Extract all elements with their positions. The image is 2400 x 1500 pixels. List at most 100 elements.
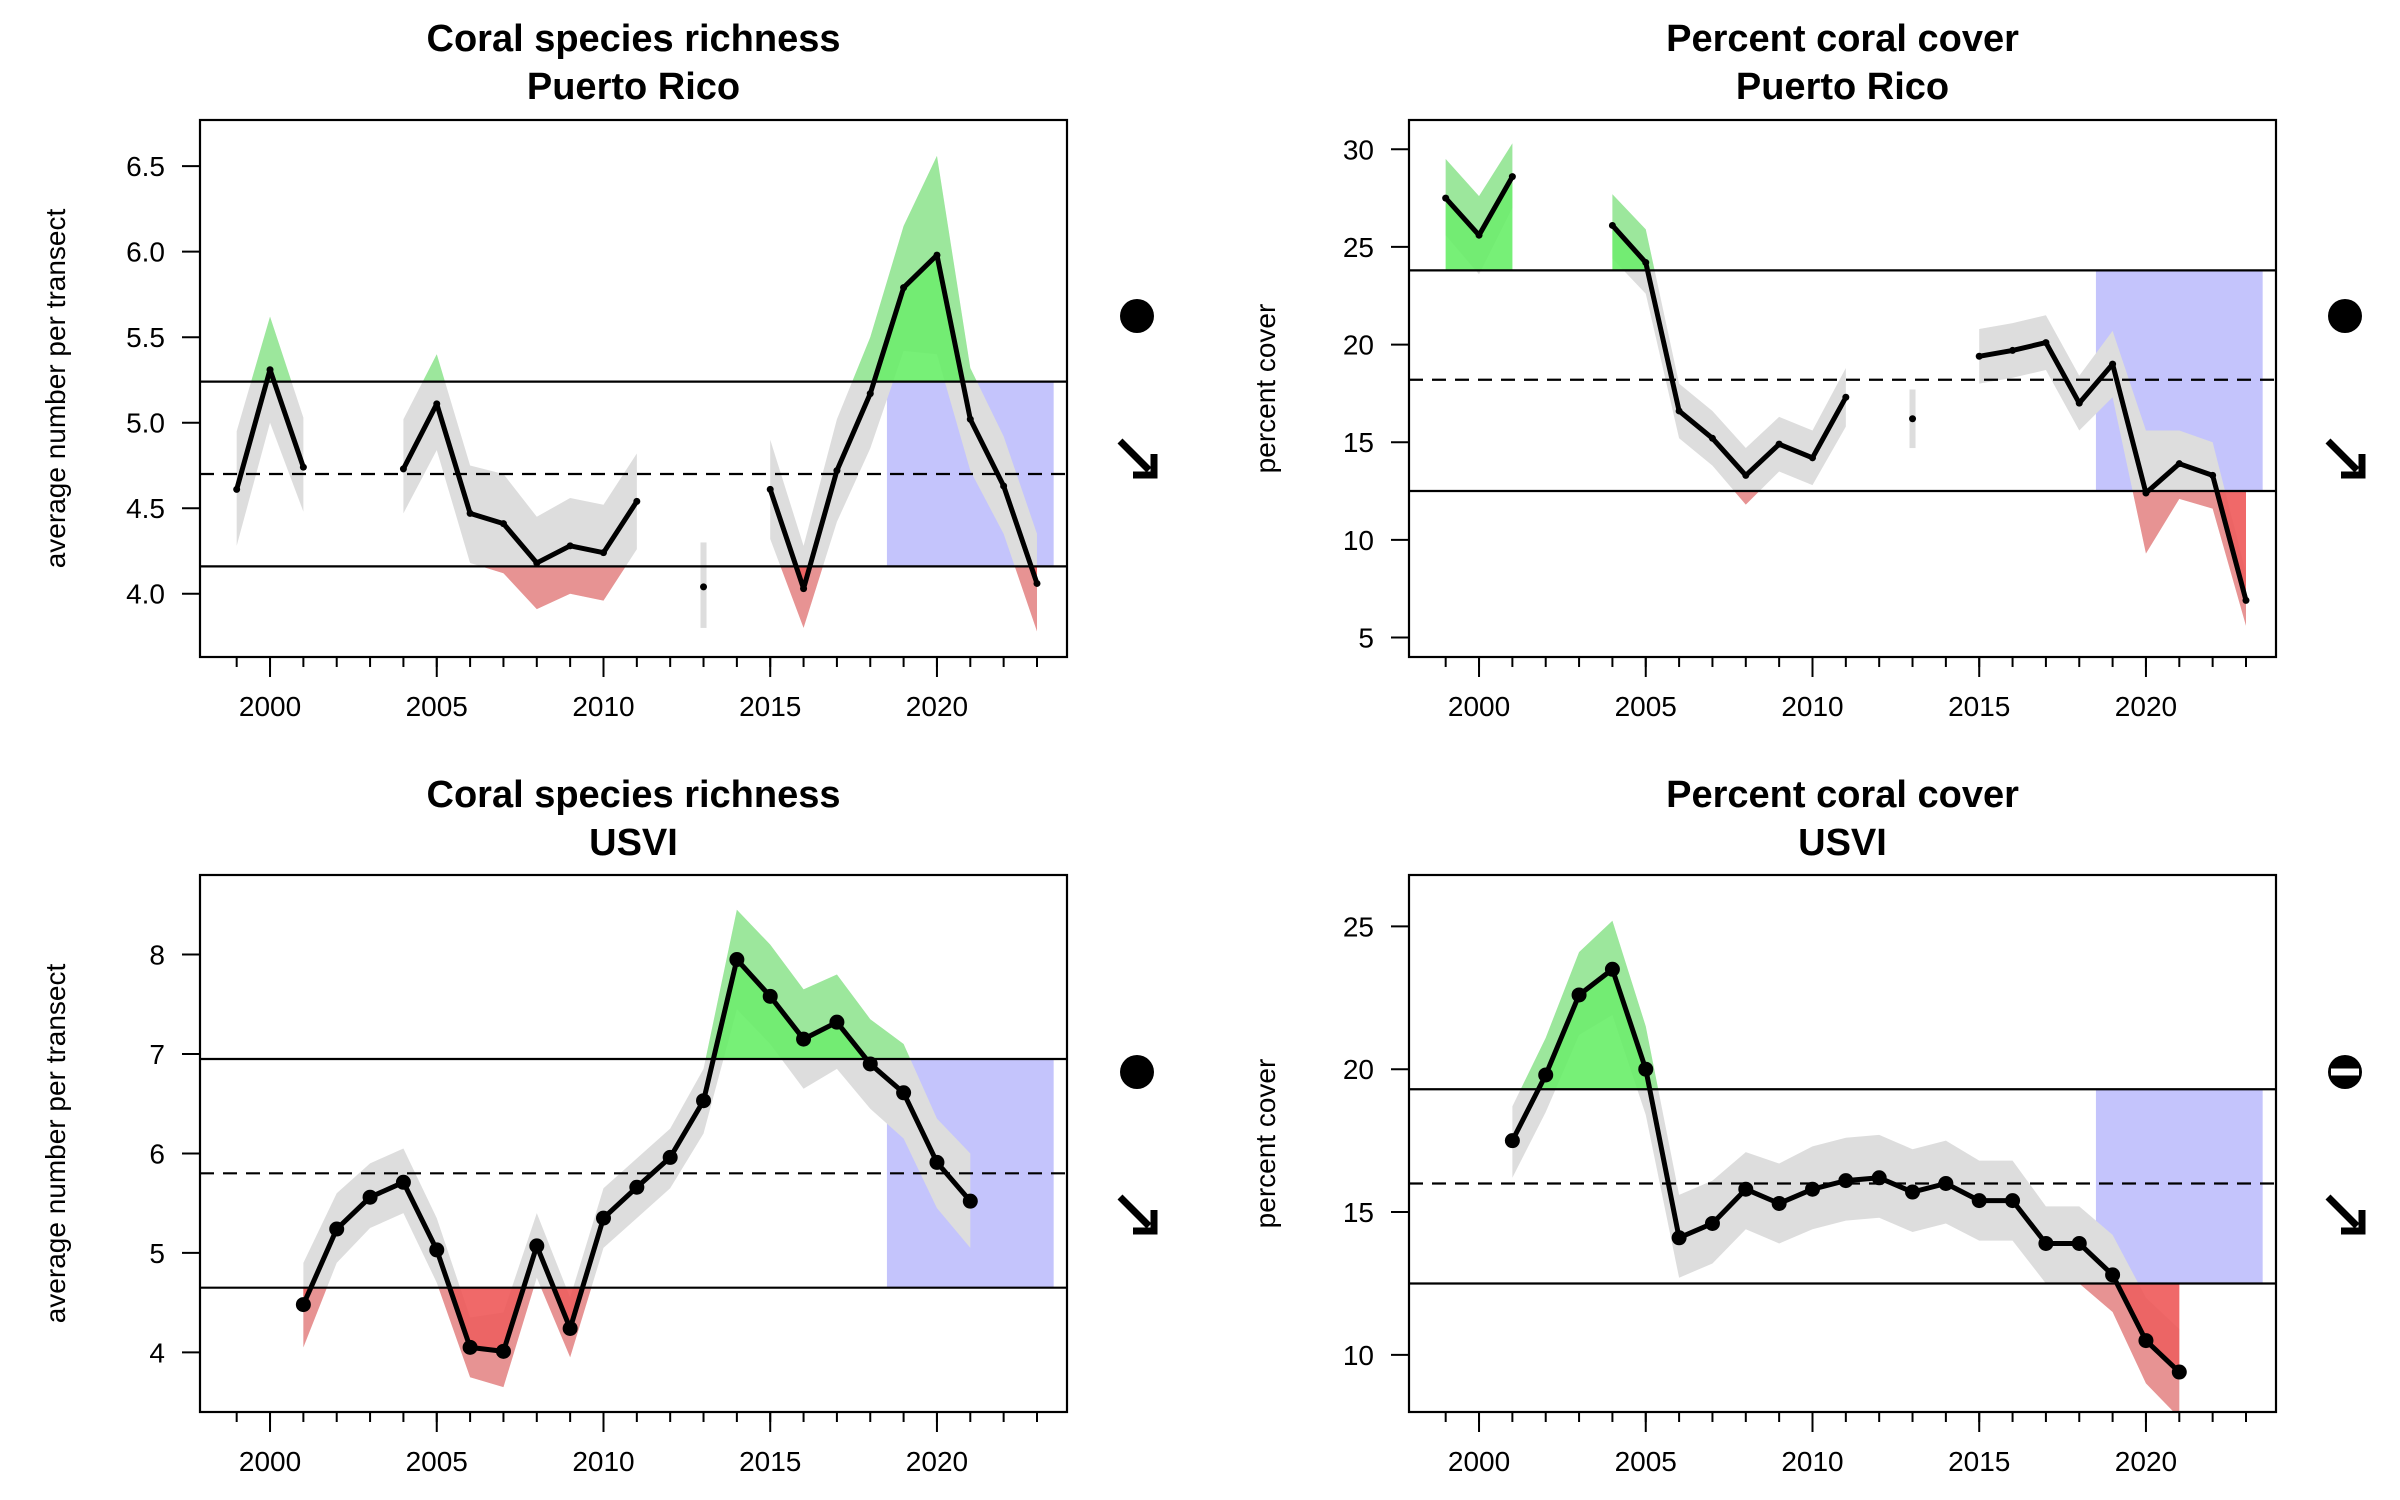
data-point — [1671, 1230, 1687, 1246]
ci-band — [303, 909, 971, 1388]
data-point — [266, 366, 274, 374]
trend-arrow-down-right-icon — [2325, 438, 2366, 479]
plot-area — [200, 909, 1067, 1388]
data-point — [2005, 1193, 2021, 1209]
data-point — [499, 520, 507, 528]
y-tick-label: 6.0 — [126, 237, 165, 268]
data-point — [1442, 194, 1450, 202]
status-filled-circle-icon — [1120, 299, 1154, 333]
below-threshold-fill — [2116, 1283, 2180, 1373]
plot-area — [1409, 920, 2276, 1412]
recent-window-shade — [2095, 1089, 2263, 1284]
x-tick-label: 2020 — [906, 1446, 968, 1477]
data-point — [566, 542, 574, 550]
data-point — [1571, 987, 1587, 1003]
chart-subtitle: Puerto Rico — [527, 66, 740, 108]
ci-band — [1512, 920, 2180, 1412]
y-tick-label: 10 — [1343, 1340, 1374, 1371]
data-point — [466, 509, 474, 517]
x-tick-label: 2015 — [739, 1446, 801, 1477]
x-tick-label: 2015 — [1948, 1446, 2010, 1477]
y-tick-label: 25 — [1343, 911, 1374, 942]
x-tick-label: 2010 — [1781, 691, 1843, 722]
data-point — [1475, 231, 1483, 239]
data-point — [1604, 961, 1620, 977]
y-tick-label: 25 — [1343, 232, 1374, 263]
ci-band — [770, 155, 1037, 632]
status-filled-circle-icon — [2328, 299, 2362, 333]
trend-arrow-down-right-icon — [1117, 438, 1158, 479]
y-tick-label: 5.5 — [126, 322, 165, 353]
trend-arrow-down-right-icon — [1117, 1194, 1158, 1235]
data-point — [562, 1320, 578, 1336]
data-point — [762, 988, 778, 1004]
data-point — [966, 415, 974, 423]
data-point — [1804, 1181, 1820, 1197]
x-tick-label: 2005 — [1615, 1446, 1677, 1477]
chart-title: Coral species richness — [427, 18, 841, 60]
data-point — [2242, 596, 2250, 604]
y-tick-label: 5 — [149, 1238, 165, 1269]
x-tick-label: 2000 — [1448, 1446, 1510, 1477]
data-point — [1808, 454, 1816, 462]
x-tick-label: 2020 — [2115, 1446, 2177, 1477]
data-point — [1838, 1173, 1854, 1189]
data-point — [362, 1189, 378, 1205]
data-point — [2171, 1364, 2187, 1380]
plot-area — [1409, 143, 2276, 626]
y-tick-label: 4.5 — [126, 493, 165, 524]
data-point — [1742, 471, 1750, 479]
above-threshold-fill — [713, 959, 867, 1059]
data-point — [633, 497, 641, 505]
data-point — [1708, 434, 1716, 442]
y-axis-label: percent cover — [1250, 1059, 1281, 1229]
data-point — [1971, 1193, 1987, 1209]
below-threshold-fill — [481, 566, 626, 610]
chart-panel-1: 2000 2005 2010 2015 2020 4.0 4.5 5.0 5.5 6.0 6.5 Co… — [40, 18, 1158, 722]
data-point — [1608, 221, 1616, 229]
status-filled-circle-icon — [1120, 1055, 1154, 1089]
y-tick-label: 15 — [1343, 1197, 1374, 1228]
data-point — [2175, 460, 2183, 468]
plot-frame — [198, 118, 1069, 659]
plot-area — [200, 155, 1067, 632]
data-point — [2138, 1333, 2154, 1349]
y-axis-label: percent cover — [1250, 304, 1281, 474]
plot-frame — [1407, 873, 2278, 1414]
data-point — [1775, 440, 1783, 448]
data-point — [1905, 1184, 1921, 1200]
data-point — [2009, 346, 2017, 354]
data-point — [2142, 489, 2150, 497]
below-threshold-fill — [780, 566, 823, 628]
data-point — [329, 1221, 345, 1237]
chart-subtitle: USVI — [1798, 822, 1887, 864]
y-axis-label: average number per transect — [40, 209, 71, 569]
data-point — [1909, 415, 1917, 423]
data-point — [696, 1093, 712, 1109]
chart-title: Percent coral cover — [1666, 774, 2019, 816]
data-point — [1675, 407, 1683, 415]
above-threshold-fill — [251, 316, 292, 382]
data-point — [829, 1014, 845, 1030]
data-point — [1842, 393, 1850, 401]
data-point — [929, 1154, 945, 1170]
data-point — [599, 549, 607, 557]
data-point — [800, 585, 808, 593]
data-point — [1000, 482, 1008, 490]
y-tick-label: 20 — [1343, 1054, 1374, 1085]
below-threshold-fill — [1014, 566, 1037, 632]
data-point — [2105, 1267, 2121, 1283]
below-threshold-fill — [1734, 491, 1760, 505]
data-point — [1642, 259, 1650, 267]
y-tick-label: 30 — [1343, 134, 1374, 165]
ci-band — [1612, 194, 1846, 505]
data-point — [2075, 399, 2083, 407]
data-point — [662, 1149, 678, 1165]
x-tick-label: 2005 — [1615, 691, 1677, 722]
trend-arrow-down-right-icon — [2325, 1194, 2366, 1235]
data-point — [2042, 339, 2050, 347]
chart-panel-4: 2000 2005 2010 2015 2020 10 15 20 25 Percent cora… — [1250, 774, 2366, 1477]
y-tick-label: 20 — [1343, 330, 1374, 361]
data-point — [933, 251, 941, 259]
